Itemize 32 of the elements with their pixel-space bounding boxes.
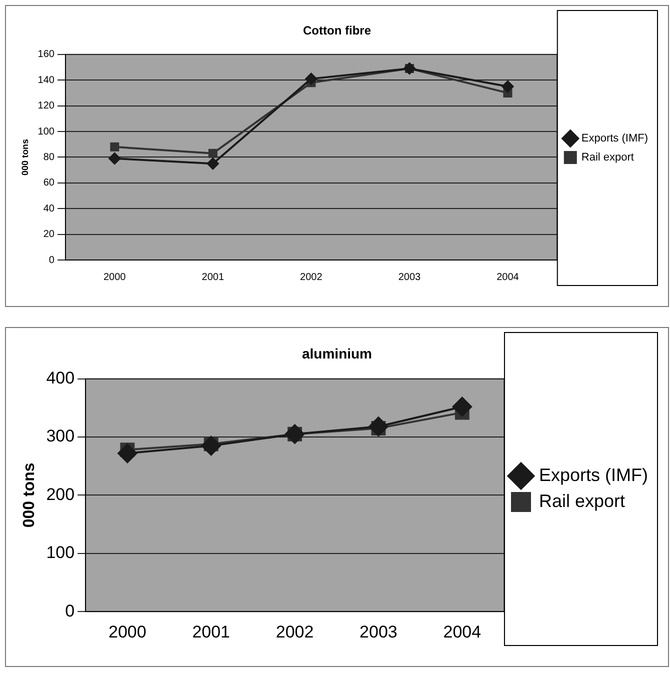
- chart-title: aluminium: [302, 345, 372, 362]
- x-tick-label: 2004: [496, 272, 520, 283]
- x-tick-label: 2004: [443, 622, 482, 642]
- legend-label: Exports (IMF): [581, 132, 648, 145]
- legend-label: Rail export: [581, 152, 634, 164]
- chart-title: Cotton fibre: [303, 24, 372, 38]
- x-tick-label: 2003: [398, 272, 422, 283]
- y-tick-label: 20: [43, 229, 55, 240]
- y-axis-title: 000 tons: [21, 462, 38, 528]
- y-tick-label: 100: [38, 126, 55, 138]
- y-axis-title: 000 tons: [20, 138, 30, 176]
- x-tick-label: 2002: [300, 272, 323, 283]
- x-tick-label: 2002: [276, 622, 314, 642]
- x-tick-label: 2001: [192, 622, 230, 642]
- y-tick-label: 300: [46, 426, 75, 446]
- legend-label: Rail export: [539, 490, 626, 511]
- y-tick-label: 120: [38, 100, 55, 112]
- y-tick-label: 100: [46, 543, 75, 562]
- x-tick-label: 2001: [202, 272, 224, 283]
- y-tick-label: 400: [46, 368, 75, 388]
- y-tick-label: 0: [65, 601, 75, 620]
- y-tick-label: 60: [43, 178, 55, 189]
- y-tick-label: 140: [38, 74, 55, 86]
- x-tick-label: 2000: [108, 622, 146, 642]
- y-tick-label: 160: [38, 49, 55, 60]
- x-tick-label: 2000: [104, 272, 126, 283]
- y-tick-label: 40: [43, 203, 55, 214]
- y-tick-label: 80: [43, 152, 55, 163]
- x-tick-label: 2003: [360, 622, 398, 642]
- y-tick-label: 200: [46, 484, 75, 504]
- legend-label: Exports (IMF): [539, 464, 648, 485]
- y-tick-label: 0: [48, 254, 55, 266]
